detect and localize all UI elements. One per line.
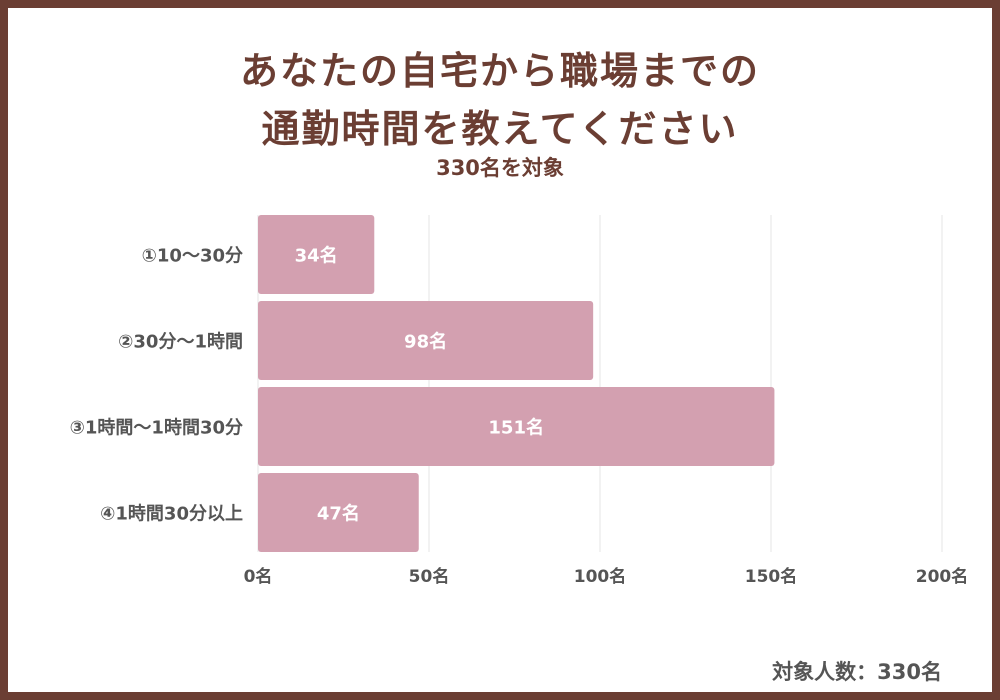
bar-value-label: 34名 <box>295 245 338 267</box>
x-axis-ticks: 0名 50名 100名 150名 200名 <box>244 566 969 587</box>
bar <box>258 301 594 380</box>
x-tick-label: 100名 <box>574 566 627 587</box>
x-tick-label: 0名 <box>244 566 273 587</box>
category-labels: ①10〜30分 ②30分〜1時間 ③1時間〜1時間30分 ④1時間30分以上 <box>70 246 243 525</box>
bar <box>258 387 775 466</box>
x-tick-label: 150名 <box>745 566 798 587</box>
bar-value-label: 98名 <box>404 331 447 353</box>
category-label: ②30分〜1時間 <box>118 332 243 353</box>
chart-subtitle: 330名を対象 <box>436 156 564 180</box>
bars: 34名 98名 151名 47名 <box>258 215 775 552</box>
category-label: ④1時間30分以上 <box>100 504 243 525</box>
bar <box>258 215 375 294</box>
chart-title-line-1: あなたの自宅から職場までの <box>239 49 760 93</box>
x-tick-label: 50名 <box>409 566 450 587</box>
category-label: ③1時間〜1時間30分 <box>70 418 243 439</box>
bar-value-label: 47名 <box>317 503 360 525</box>
respondent-count-note: 対象人数：330名 <box>772 660 942 684</box>
bar <box>258 473 419 552</box>
category-label: ①10〜30分 <box>142 246 243 267</box>
bar-value-label: 151名 <box>488 417 544 439</box>
x-tick-label: 200名 <box>916 566 969 587</box>
chart-title-line-2: 通勤時間を教えてください <box>261 107 739 151</box>
